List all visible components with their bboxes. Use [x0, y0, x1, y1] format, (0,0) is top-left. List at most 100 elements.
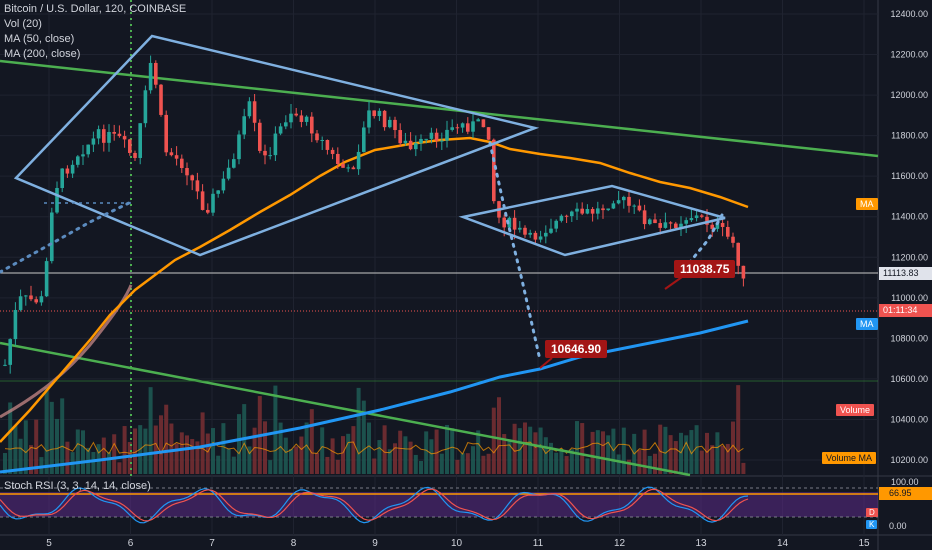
- volume-bar: [429, 439, 434, 474]
- candle-body: [486, 127, 491, 140]
- volume-bar: [133, 428, 137, 474]
- candle-body: [91, 138, 96, 145]
- candle-body: [564, 215, 569, 217]
- candle-body: [372, 110, 376, 117]
- volume-bar: [346, 433, 351, 474]
- callout-upper[interactable]: 11038.75: [674, 260, 736, 278]
- time-tick: 5: [46, 538, 52, 549]
- candle-body: [96, 129, 101, 139]
- lower-trendline[interactable]: [0, 341, 691, 477]
- volume-bar: [294, 446, 299, 474]
- candle-body: [429, 132, 434, 139]
- projection-dotted-down: [488, 141, 542, 362]
- candle-body: [700, 215, 704, 217]
- candle-body: [284, 122, 288, 127]
- legend-ma200[interactable]: MA (200, close): [4, 48, 81, 60]
- volume-bar: [471, 446, 475, 474]
- candle-body: [242, 116, 246, 135]
- projection-dotted-left: [0, 200, 133, 274]
- volume-bar: [439, 453, 444, 474]
- candle-body: [206, 209, 210, 213]
- candle-body: [289, 113, 293, 123]
- legend-ma50[interactable]: MA (50, close): [4, 33, 75, 45]
- volume-bar: [528, 426, 533, 474]
- candle-body: [3, 364, 7, 366]
- candle-body: [455, 127, 460, 129]
- volume-bar: [205, 433, 210, 474]
- volume-bar: [486, 453, 491, 474]
- volume-bar: [200, 412, 205, 474]
- candle-body: [450, 127, 454, 130]
- candle-body: [226, 167, 231, 179]
- volume-bar: [606, 435, 611, 474]
- volume-bar: [413, 454, 418, 474]
- candle-body: [590, 208, 595, 214]
- candle-body: [445, 129, 449, 141]
- volume-bar: [705, 432, 709, 474]
- candle-body: [221, 178, 226, 191]
- candle-body: [351, 167, 356, 170]
- volume-bar: [185, 435, 189, 474]
- legend-volume[interactable]: Vol (20): [4, 18, 42, 30]
- candle-body: [362, 127, 366, 152]
- time-tick: 15: [858, 538, 870, 549]
- price-tick: 11400.00: [891, 212, 928, 222]
- volume-bar: [3, 453, 7, 474]
- volume-bar: [512, 423, 517, 474]
- ma200-line[interactable]: [0, 319, 749, 474]
- volume-bar: [465, 453, 470, 474]
- symbol-title[interactable]: Bitcoin / U.S. Dollar, 120, COINBASE: [4, 3, 187, 15]
- volume-bar: [91, 451, 96, 474]
- price-tick: 10400.00: [890, 414, 928, 424]
- volume-bar: [455, 459, 460, 474]
- price-tick: 11600.00: [891, 171, 928, 181]
- volume-bar: [694, 425, 699, 474]
- candle-body: [299, 115, 304, 122]
- volume-bar: [289, 448, 293, 474]
- volume-bar: [107, 452, 111, 474]
- candle-body: [18, 296, 23, 310]
- callout-pointer-upper: [664, 276, 683, 290]
- candle-body: [502, 217, 506, 228]
- volume-bar: [299, 436, 304, 474]
- volume-bar: [122, 426, 127, 474]
- candle-body: [694, 215, 699, 219]
- volume-bar: [559, 451, 564, 474]
- candle-body: [341, 164, 345, 168]
- large-diamond-pattern[interactable]: [13, 34, 540, 257]
- price-pane[interactable]: [0, 0, 878, 476]
- candle-body: [34, 299, 38, 303]
- volume-bar: [335, 459, 340, 474]
- candle-body: [112, 132, 116, 134]
- volume-bar: [34, 419, 39, 474]
- volume-bar: [476, 430, 481, 474]
- candle-body: [330, 149, 335, 154]
- candle-body: [710, 224, 714, 229]
- countdown-badge: [879, 304, 932, 317]
- price-axis-labels: 12400.00 12200.00 12000.00 11800.00 11600.00…: [890, 9, 928, 465]
- volume-bar: [367, 422, 371, 474]
- candle-body: [55, 187, 59, 213]
- candle-body: [684, 220, 688, 224]
- rsi-legend[interactable]: Stoch RSI (3, 3, 14, 14, close): [4, 480, 151, 492]
- candle-body: [320, 140, 324, 142]
- candle-body: [596, 208, 600, 214]
- candle-body: [24, 295, 28, 297]
- candle-body: [741, 265, 746, 279]
- volume-bar: [673, 441, 678, 474]
- callout-lower[interactable]: 10646.90: [545, 340, 608, 358]
- upper-trendline[interactable]: [0, 59, 879, 158]
- volume-bar: [538, 427, 543, 474]
- candle-body: [122, 136, 127, 140]
- small-diamond-pattern[interactable]: [458, 184, 726, 257]
- volume-bar: [315, 453, 319, 474]
- volume-bar: [268, 460, 273, 474]
- time-tick: 9: [372, 538, 378, 549]
- volume-bar: [143, 428, 148, 474]
- volume-bar: [393, 443, 397, 474]
- volume-bar: [491, 407, 496, 474]
- candle-body: [559, 215, 564, 221]
- volume-bar: [658, 424, 663, 474]
